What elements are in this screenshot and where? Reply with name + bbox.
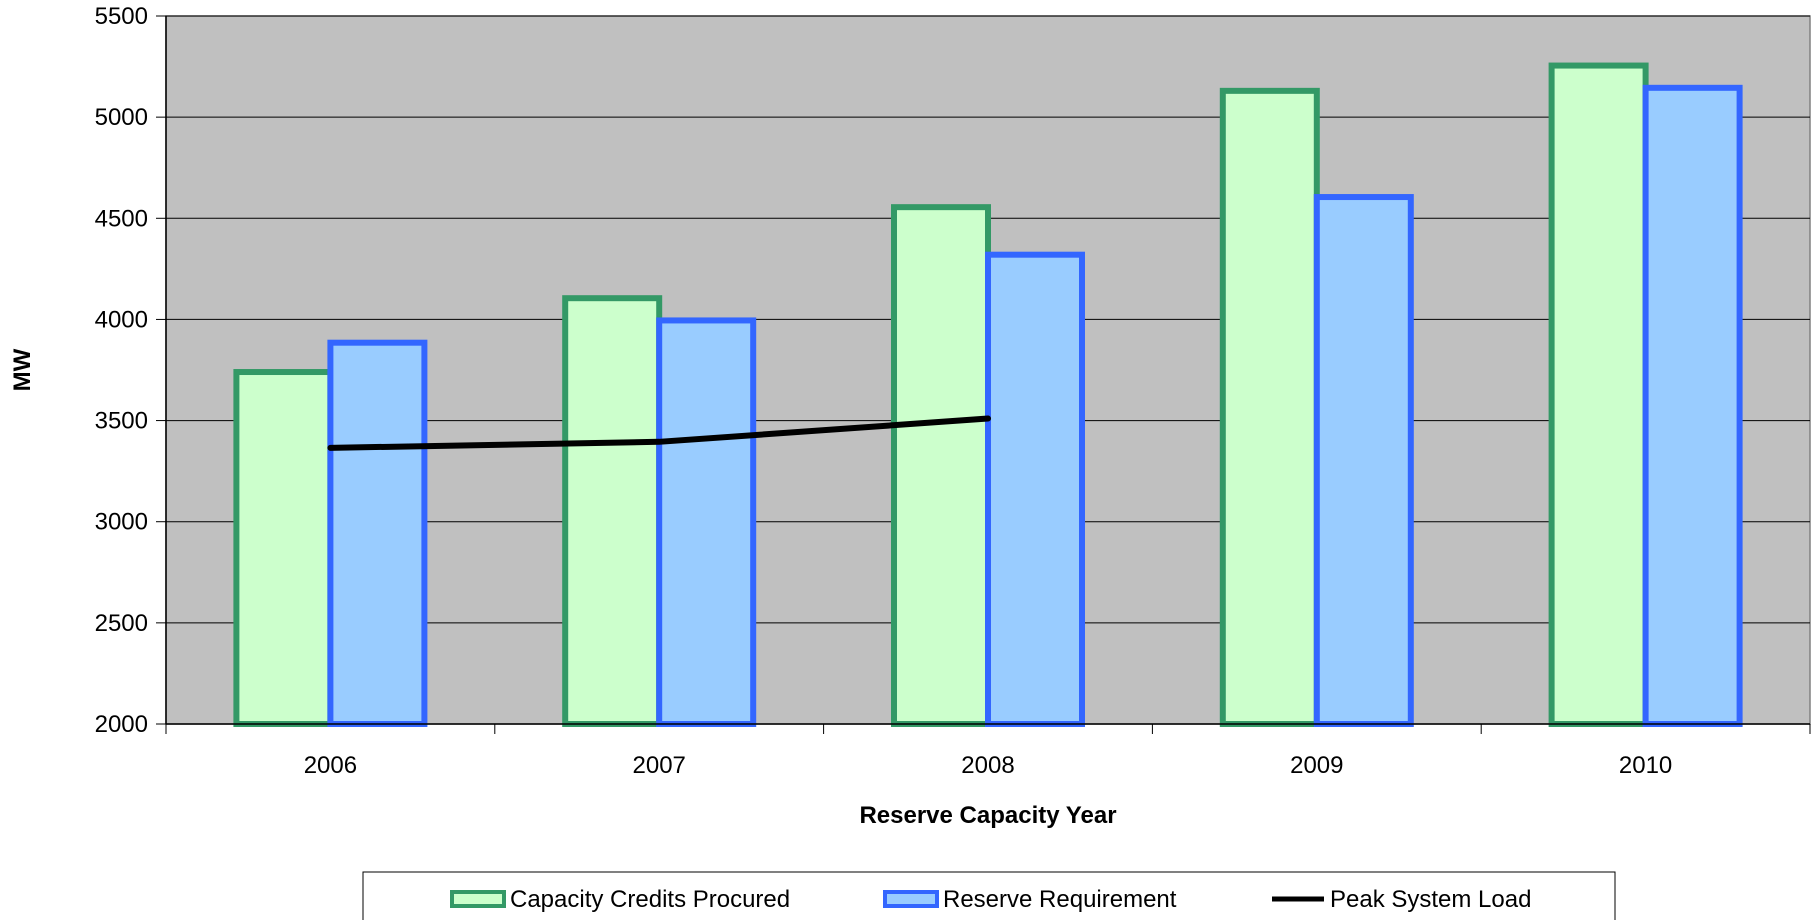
y-tick-label: 2500 [95, 610, 148, 637]
bar-capacity-credits-procured-2009 [1219, 87, 1320, 728]
y-tick-label: 3500 [95, 408, 148, 435]
legend-swatch-capacity-credits-procured [450, 890, 506, 908]
bar-reserve-requirement-2009 [1313, 194, 1414, 727]
y-tick-label: 5500 [95, 3, 148, 30]
y-axis-title: MW [9, 348, 36, 391]
x-tick-label: 2010 [1619, 752, 1672, 779]
legend-label-peak-system-load: Peak System Load [1330, 886, 1531, 913]
bar-capacity-credits-procured-2010 [1548, 62, 1649, 727]
plot-area [165, 15, 1811, 728]
y-tick-label: 2000 [95, 711, 148, 738]
legend: Capacity Credits Procured Reserve Require… [362, 871, 1616, 920]
x-tick-label: 2008 [961, 752, 1014, 779]
x-tick-label: 2006 [304, 752, 357, 779]
bar-reserve-requirement-2006 [327, 339, 428, 727]
legend-label-reserve-requirement: Reserve Requirement [943, 886, 1177, 913]
legend-swatch-reserve-requirement [883, 890, 939, 908]
y-tick-label: 4500 [95, 205, 148, 232]
y-tick-label: 5000 [95, 104, 148, 131]
legend-box [362, 871, 1616, 920]
x-tick-label: 2009 [1290, 752, 1343, 779]
bar-capacity-credits-procured-2007 [562, 295, 663, 727]
x-axis-title: Reserve Capacity Year [859, 802, 1116, 829]
bar-reserve-requirement-2007 [656, 317, 757, 727]
y-tick-label: 4000 [95, 306, 148, 333]
bar-capacity-credits-procured-2006 [233, 369, 334, 727]
axes: 2000 2500 3000 3500 4000 4500 5000 5500 2006 2007… [95, 3, 1811, 779]
bar-reserve-requirement-2010 [1642, 84, 1743, 728]
legend-label-capacity-credits-procured: Capacity Credits Procured [510, 886, 790, 913]
line-peak-system-load [327, 415, 991, 451]
x-tick-label: 2007 [633, 752, 686, 779]
y-tick-label: 3000 [95, 509, 148, 536]
bar-reserve-requirement-2008 [985, 251, 1085, 727]
bar-capacity-credits-procured-2008 [891, 204, 991, 728]
